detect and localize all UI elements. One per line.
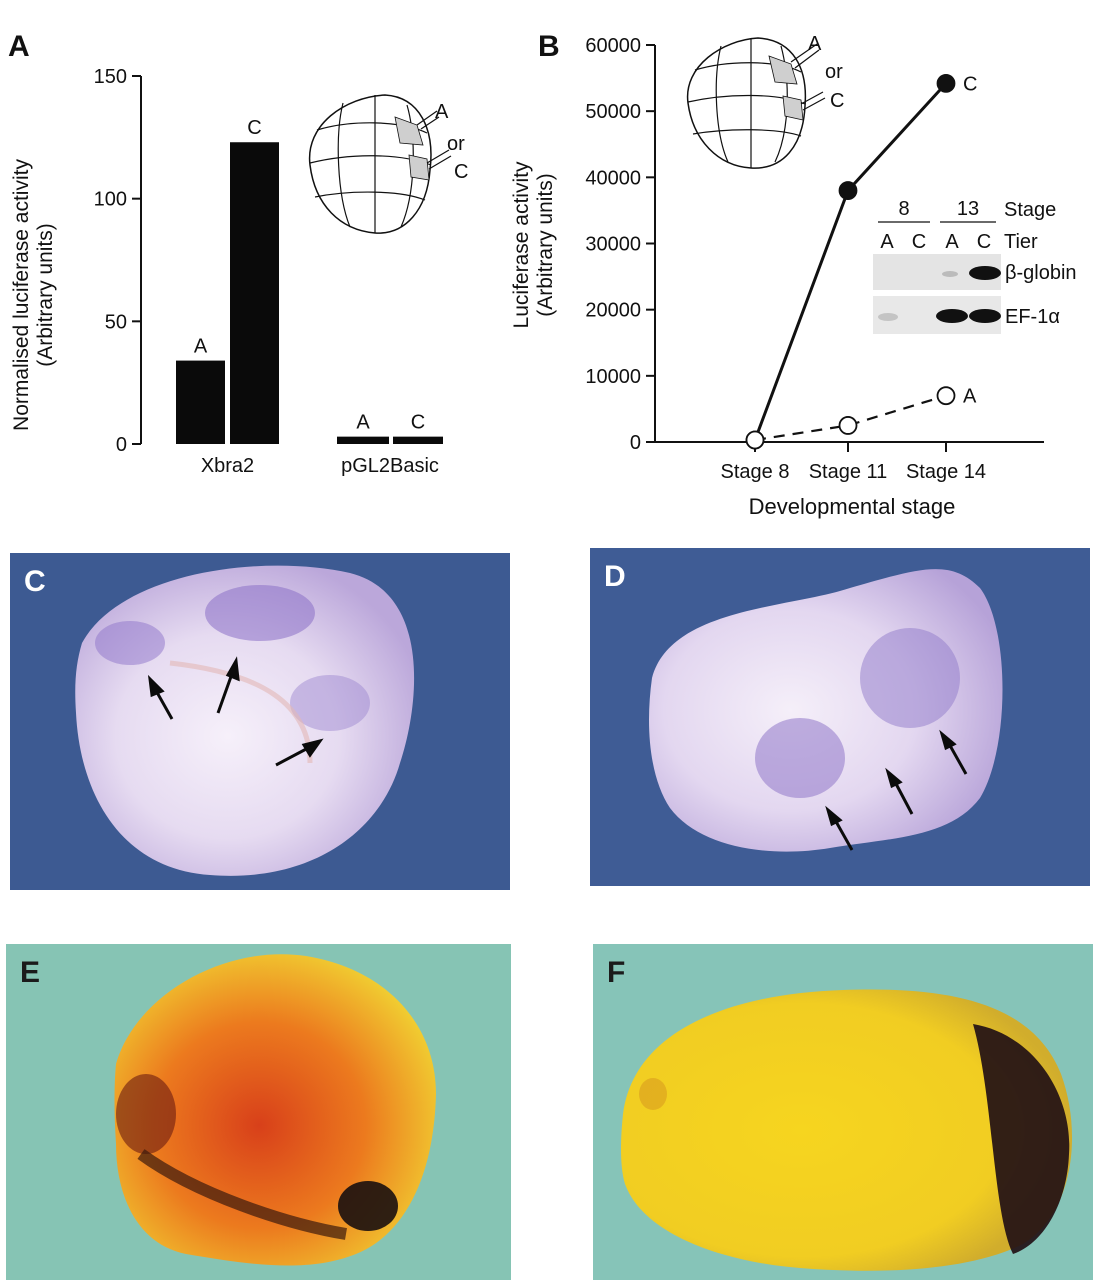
panel-b-ytick-label: 30000 <box>585 234 641 256</box>
panel-a-bar-label: C <box>411 412 425 434</box>
photo-panel-d: D <box>590 548 1090 886</box>
panel-a-bar-label: C <box>247 117 261 139</box>
embryo-d-image <box>649 569 1003 852</box>
panel-b-ytick-label: 10000 <box>585 366 641 388</box>
panel-a-bar-label: A <box>356 412 370 434</box>
panel-b-series-line <box>754 394 947 442</box>
embryo-c-image <box>75 565 415 876</box>
panel-b-ytick-label: 0 <box>630 432 641 454</box>
panel-a-bar <box>176 360 225 444</box>
blot-row-beta-globin: β-globin <box>1005 262 1077 284</box>
panel-a-ytick-label: 100 <box>94 189 127 211</box>
panel-a-group-label: pGL2Basic <box>341 455 439 477</box>
panel-b-ylabel-line1: Luciferase activity <box>510 161 533 328</box>
panel-a-ylabel-line1: Normalised luciferase activity <box>10 159 33 431</box>
band-beta-globin-13a <box>942 271 958 277</box>
panel-b-ytick-label: 40000 <box>585 167 641 189</box>
photo-panel-f: F <box>593 944 1093 1280</box>
panel-a-ytick-label: 0 <box>116 434 127 456</box>
panel-b-inset-label-a: A <box>808 33 822 55</box>
photo-panel-e: E <box>6 944 511 1280</box>
panel-a-ytick-label: 150 <box>94 66 127 88</box>
band-beta-globin-13c <box>969 266 1001 280</box>
embryo-e-image <box>114 954 436 1266</box>
panel-b-plot: 0 10000 20000 30000 40000 50000 60000 Stage 8 St… <box>585 35 1044 483</box>
panel-b-data-point <box>745 430 765 450</box>
panel-a-ytick-label: 50 <box>105 311 127 333</box>
panel-a-bar <box>337 436 389 444</box>
panel-b-data-point <box>838 416 858 435</box>
blot-stage-label: Stage <box>1004 199 1056 221</box>
panel-a-embryo-diagram <box>308 94 452 234</box>
panel-a-inset-label-or: or <box>447 133 465 155</box>
panel-a-inset-label-a: A <box>435 101 449 123</box>
panel-b-data-point <box>936 73 956 93</box>
photo-panel-c: C <box>10 553 510 890</box>
blot-stage-13: 13 <box>957 198 979 220</box>
arrows-c <box>147 656 324 767</box>
blot-tier-label: Tier <box>1004 231 1038 253</box>
panel-b-series-label: A <box>963 386 977 408</box>
band-ef1a-8a <box>878 313 898 321</box>
blot-row-ef1a: EF-1α <box>1005 306 1060 328</box>
panel-a-bar <box>230 142 279 444</box>
panel-b-ytick-label: 60000 <box>585 35 641 57</box>
panel-b-xtick-label: Stage 14 <box>906 461 986 483</box>
panel-a-inset-label-c: C <box>454 161 468 183</box>
panel-letter-c: C <box>24 565 46 598</box>
band-ef1a-13c <box>969 309 1001 323</box>
panel-letter-b: B <box>538 30 560 63</box>
panel-a-bar-label: A <box>194 336 208 358</box>
panel-letter-d: D <box>604 560 626 593</box>
panel-a-chart: Normalised luciferase activity (Arbitrar… <box>10 66 468 477</box>
band-ef1a-13a <box>936 309 968 323</box>
panel-letter-a: A <box>8 30 30 63</box>
blot-tier-a2: A <box>945 231 959 253</box>
panel-b-inset-label-or: or <box>825 61 843 83</box>
panel-letter-e: E <box>20 956 41 989</box>
panel-b-xtick-label: Stage 11 <box>809 461 888 483</box>
panel-b-ylabel-line2: (Arbitrary units) <box>534 173 557 317</box>
blot-stage-8: 8 <box>898 198 909 220</box>
panel-b-data-point <box>936 386 956 406</box>
panel-b-xlabel: Developmental stage <box>749 494 956 519</box>
panel-letter-f: F <box>607 956 626 989</box>
panel-b-inset-label-c: C <box>830 90 844 112</box>
panel-b-xtick-label: Stage 8 <box>721 461 790 483</box>
panel-b-ytick-label: 50000 <box>585 101 641 123</box>
arrows-d <box>825 729 968 851</box>
panel-a-bar <box>393 436 443 444</box>
panel-b-chart: Luciferase activity (Arbitrary units) 0 1… <box>510 33 1077 519</box>
blot-tier-c1: C <box>912 231 926 253</box>
panel-b-data-point <box>838 181 858 200</box>
panel-a-ylabel-line2: (Arbitrary units) <box>34 223 57 367</box>
panel-a-group-label: Xbra2 <box>201 455 254 477</box>
panel-b-ytick-label: 20000 <box>585 300 641 322</box>
blot-tier-c2: C <box>977 231 991 253</box>
blot-inset: 8 13 Stage A C A C Tier β-globin EF-1α <box>873 198 1077 334</box>
panel-b-embryo-diagram <box>686 37 826 169</box>
embryo-f-image <box>621 989 1073 1271</box>
blot-tier-a1: A <box>880 231 894 253</box>
panel-b-series-label: C <box>963 73 977 95</box>
